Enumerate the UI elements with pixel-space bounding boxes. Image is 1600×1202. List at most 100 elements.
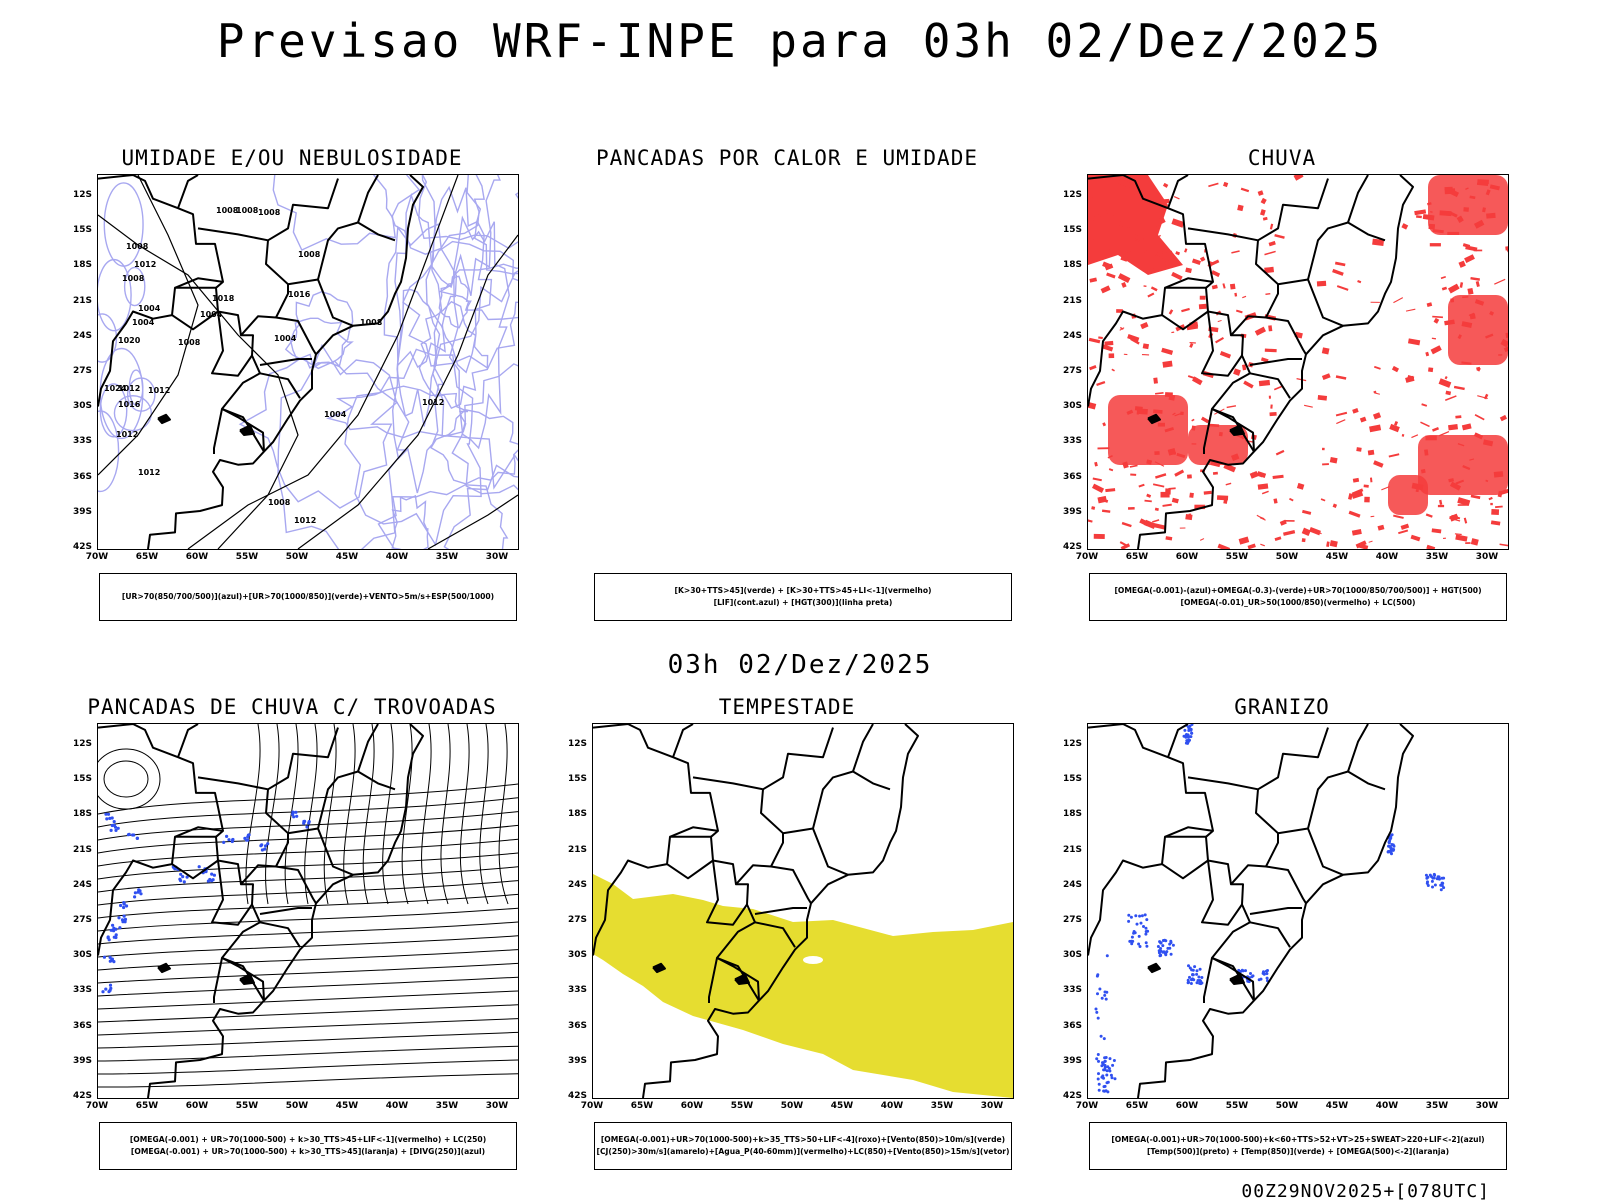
rain-cell xyxy=(1102,422,1107,427)
rain-cell xyxy=(1171,331,1175,334)
rain-cell xyxy=(1438,378,1452,388)
convective-dot xyxy=(112,820,116,824)
rain-cell xyxy=(1372,412,1382,420)
panel-title: TEMPESTADE xyxy=(718,695,856,719)
rain-cell xyxy=(1162,182,1169,188)
map-plot: 1008 1008 1008 1008 1012 1008 1008 1016 1004 1018… xyxy=(97,174,519,550)
convective-dot xyxy=(246,833,250,837)
hail-dot xyxy=(1249,972,1252,975)
rain-cell xyxy=(1152,234,1161,241)
streamline-vortex xyxy=(103,760,149,798)
border-line xyxy=(1201,311,1243,377)
rain-cell xyxy=(1377,524,1385,531)
rain-cell xyxy=(1264,250,1276,256)
rain-cell xyxy=(1171,271,1183,281)
lat-tick-label: 33S xyxy=(1062,985,1082,996)
streamline xyxy=(98,866,518,893)
streamline xyxy=(98,1004,518,1023)
lon-tick-label: 35W xyxy=(930,1101,954,1111)
legend-box: [OMEGA(-0.001)-(azul)+OMEGA(-0.3)-(verde… xyxy=(1089,573,1507,621)
lon-tick-label: 55W xyxy=(730,1101,754,1111)
rain-cell xyxy=(1401,433,1405,437)
rain-cell xyxy=(1120,255,1129,262)
rain-cell xyxy=(1269,411,1277,417)
lat-tick-label: 18S xyxy=(1062,809,1082,820)
streamline xyxy=(343,724,356,905)
rain-cell xyxy=(1268,395,1271,399)
rain-cell xyxy=(1364,496,1370,503)
isobar-label: 1008 xyxy=(268,498,291,507)
lat-tick-label: 21S xyxy=(1062,844,1082,855)
border-line xyxy=(275,865,317,904)
humidity-contour xyxy=(98,410,120,493)
hail-dot xyxy=(1437,875,1441,879)
coastline xyxy=(1137,175,1414,549)
isobar xyxy=(297,234,518,549)
legend-text: [CJ(250)>30m/s](amarelo)+[Agua_P(40-60mm… xyxy=(596,1147,1010,1156)
rain-cell xyxy=(1189,341,1196,344)
streamline xyxy=(498,724,509,905)
rain-cell xyxy=(1421,403,1428,407)
rain-cell xyxy=(1186,474,1192,479)
hail-dot xyxy=(1129,939,1133,943)
border-line xyxy=(211,860,253,926)
humidity-contour xyxy=(344,348,482,547)
lon-tick-label: 30W xyxy=(485,1101,509,1111)
rain-cell xyxy=(1457,497,1471,507)
lat-tick-label: 42S xyxy=(567,1091,587,1101)
panel-title: PANCADAS DE CHUVA C/ TROVOADAS xyxy=(87,695,497,719)
rain-cell xyxy=(1094,461,1098,467)
lon-tick-label: 50W xyxy=(780,1101,804,1111)
rain-cell xyxy=(1194,504,1206,510)
border-line xyxy=(1265,865,1307,904)
hail-dot xyxy=(1164,951,1168,955)
border-line xyxy=(213,957,223,1003)
rain-cell xyxy=(1274,536,1282,542)
rain-cell xyxy=(1146,267,1157,274)
humidity-contour xyxy=(383,223,458,369)
lon-tick-label: 70W xyxy=(580,1101,604,1111)
rain-cell xyxy=(1155,473,1167,479)
streamline xyxy=(382,724,394,905)
rain-cell xyxy=(1088,190,1100,200)
rain-cell xyxy=(1448,424,1458,431)
hail-dot xyxy=(1113,1077,1117,1081)
isobar-label: 1016 xyxy=(288,290,311,299)
rain-cell xyxy=(1407,338,1421,346)
rain-cell xyxy=(1127,334,1140,342)
streamline xyxy=(245,724,261,905)
lon-tick-label: 45W xyxy=(830,1101,854,1111)
rain-cell xyxy=(1381,486,1390,491)
hail-dot xyxy=(1169,941,1173,945)
convective-dot xyxy=(266,842,270,846)
isobar-label: 1008 xyxy=(122,274,145,283)
rain-area xyxy=(1108,395,1188,465)
convective-dot xyxy=(305,825,309,829)
lon-tick-label: 30W xyxy=(1475,1101,1499,1111)
rain-cell xyxy=(1372,238,1385,247)
hail-dot xyxy=(1137,934,1141,938)
streamline xyxy=(98,1018,518,1036)
rain-cell xyxy=(1273,498,1278,504)
rain-cell xyxy=(1242,364,1247,371)
lon-tick-label: 70W xyxy=(1075,552,1099,562)
border-line xyxy=(735,789,784,885)
hail-dot xyxy=(1386,850,1390,854)
convective-dot xyxy=(105,817,109,821)
map-plot xyxy=(1087,723,1509,1099)
streamline xyxy=(304,724,318,905)
lat-tick-label: 18S xyxy=(72,260,92,271)
hail-dot xyxy=(1390,843,1394,846)
rain-cell xyxy=(1171,497,1179,504)
streamline xyxy=(323,724,337,905)
convective-dot xyxy=(112,935,116,939)
rain-cell xyxy=(1321,447,1325,451)
rain-cell xyxy=(1270,404,1273,409)
convective-dot xyxy=(246,838,250,842)
rain-cell xyxy=(1096,380,1106,387)
border-line xyxy=(1211,956,1255,1002)
convective-dot xyxy=(111,923,115,927)
convective-dot xyxy=(132,833,136,837)
rain-cell xyxy=(1106,272,1116,279)
rain-cell xyxy=(1454,533,1462,536)
